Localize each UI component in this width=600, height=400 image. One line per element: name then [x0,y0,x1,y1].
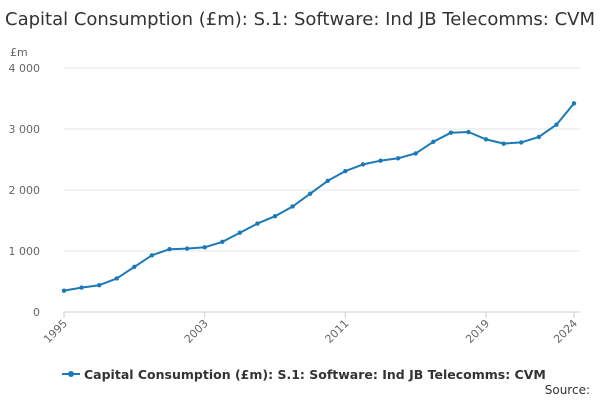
chart-title: Capital Consumption (£m): S.1: Software:… [5,9,595,30]
data-point[interactable] [325,178,330,184]
y-tick-label: 0 [33,306,40,319]
source-label: Source: [544,383,590,397]
x-axis-ticks: 1995 2003 2011 2019 2024 [41,312,580,346]
data-point[interactable] [466,129,471,135]
data-point[interactable] [431,139,436,145]
data-point[interactable] [343,168,348,174]
data-point[interactable] [519,140,524,145]
series-group [61,101,577,293]
x-tick-label: 2003 [182,317,211,346]
x-tick-label: 2024 [551,317,580,346]
data-point[interactable] [184,246,190,251]
y-tick-label: 2 000 [9,184,41,197]
series-line [63,102,575,292]
legend-line-marker-icon [62,368,80,380]
data-point[interactable] [536,134,542,140]
x-tick-label: 2019 [463,317,492,346]
data-point[interactable] [308,191,313,196]
y-unit-label: £m [10,46,28,59]
data-point[interactable] [114,276,119,281]
data-point[interactable] [360,162,366,167]
legend[interactable]: Capital Consumption (£m): S.1: Software:… [62,366,546,382]
data-point[interactable] [413,151,418,156]
data-point[interactable] [395,156,401,161]
data-point[interactable] [483,137,489,142]
data-point[interactable] [220,239,225,245]
data-point[interactable] [290,204,295,209]
data-point[interactable] [448,130,454,135]
data-point[interactable] [79,285,84,290]
data-point[interactable] [554,122,559,127]
data-point[interactable] [132,264,137,270]
x-tick-label: 2011 [323,317,352,346]
y-axis-ticks: 0 1 000 2 000 3 000 4 000 [9,62,41,319]
y-tick-label: 3 000 [9,123,41,136]
data-point[interactable] [202,245,207,250]
data-point[interactable] [571,101,577,106]
legend-label: Capital Consumption (£m): S.1: Software:… [84,366,546,382]
data-point[interactable] [149,253,155,258]
grid-lines [64,67,580,252]
x-tick-label: 1995 [41,317,70,346]
data-point[interactable] [378,158,383,163]
data-point[interactable] [96,282,102,288]
data-point[interactable] [501,141,506,146]
data-point[interactable] [272,214,278,219]
data-point[interactable] [255,221,260,226]
y-tick-label: 1 000 [9,245,41,258]
y-tick-label: 4 000 [9,62,41,75]
data-point[interactable] [167,246,172,252]
data-point[interactable] [61,288,67,293]
data-point[interactable] [237,230,243,235]
